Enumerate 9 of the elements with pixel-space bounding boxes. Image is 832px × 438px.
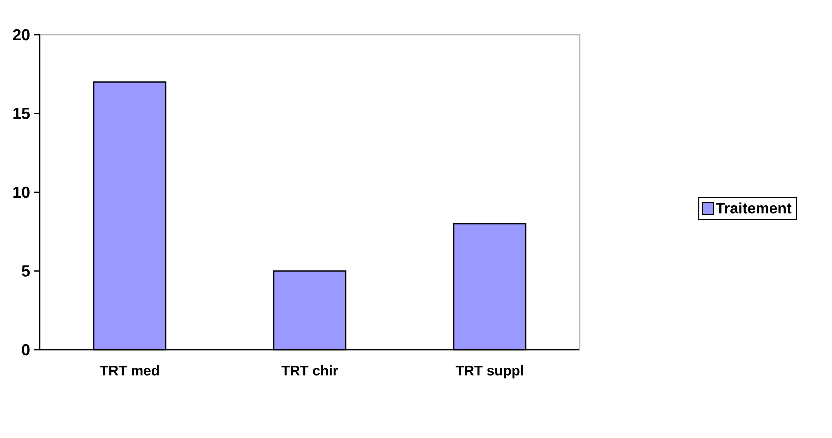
x-tick-label: TRT med (100, 366, 160, 376)
y-tick-label: 20 (13, 29, 30, 41)
y-tick-label: 5 (22, 266, 30, 277)
legend-label: Traitement (716, 202, 792, 214)
x-tick-label: TRT chir (282, 366, 338, 376)
x-tick-label: TRT suppl (456, 366, 524, 379)
y-tick-label: 15 (14, 108, 30, 120)
y-tick-label: 10 (14, 186, 30, 198)
y-tick-label: 0 (22, 344, 30, 356)
